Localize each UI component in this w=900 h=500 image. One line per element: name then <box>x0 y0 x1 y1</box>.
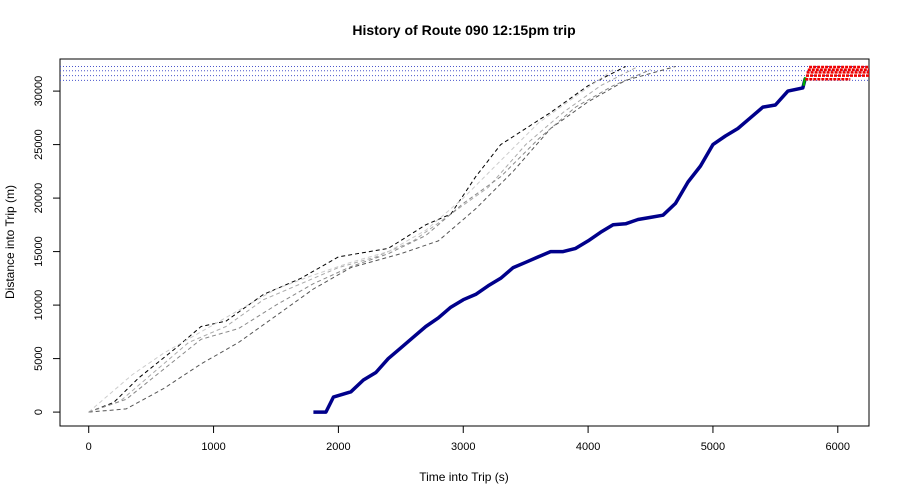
historical-trip-line <box>88 69 614 413</box>
historical-trip-line <box>88 66 626 413</box>
x-tick-label: 2000 <box>326 441 350 453</box>
current-trip-group <box>313 76 807 414</box>
x-tick-label: 1000 <box>201 441 225 453</box>
x-tick-label: 4000 <box>576 441 600 453</box>
y-axis: 0 5000 10000 15000 20000 25000 30000 <box>33 76 61 415</box>
historical-trip-line <box>88 69 651 413</box>
x-axis: 0 1000 2000 3000 4000 5000 6000 <box>86 425 850 453</box>
y-axis-label: Distance into Trip (m) <box>3 185 17 299</box>
x-tick-label: 3000 <box>451 441 475 453</box>
y-tick-label: 10000 <box>33 290 45 321</box>
y-tick-label: 20000 <box>33 183 45 214</box>
predicted-lines <box>805 65 869 81</box>
y-tick-label: 25000 <box>33 129 45 160</box>
reference-lines <box>60 65 869 81</box>
x-axis-label: Time into Trip (s) <box>419 470 509 484</box>
historical-lines <box>88 66 676 413</box>
y-tick-label: 5000 <box>33 346 45 370</box>
x-tick-label: 5000 <box>701 441 725 453</box>
current-position-marker <box>802 76 807 86</box>
y-tick-label: 0 <box>33 409 45 415</box>
y-tick-label: 15000 <box>33 236 45 267</box>
historical-trip-line <box>88 66 639 413</box>
current-trip-line <box>313 77 807 414</box>
x-tick-label: 6000 <box>826 441 850 453</box>
plot-area-frame <box>59 58 870 427</box>
chart-title: History of Route 090 12:15pm trip <box>352 22 575 38</box>
x-tick-label: 0 <box>86 441 92 453</box>
y-tick-label: 30000 <box>33 76 45 107</box>
historical-trip-line <box>88 66 676 413</box>
